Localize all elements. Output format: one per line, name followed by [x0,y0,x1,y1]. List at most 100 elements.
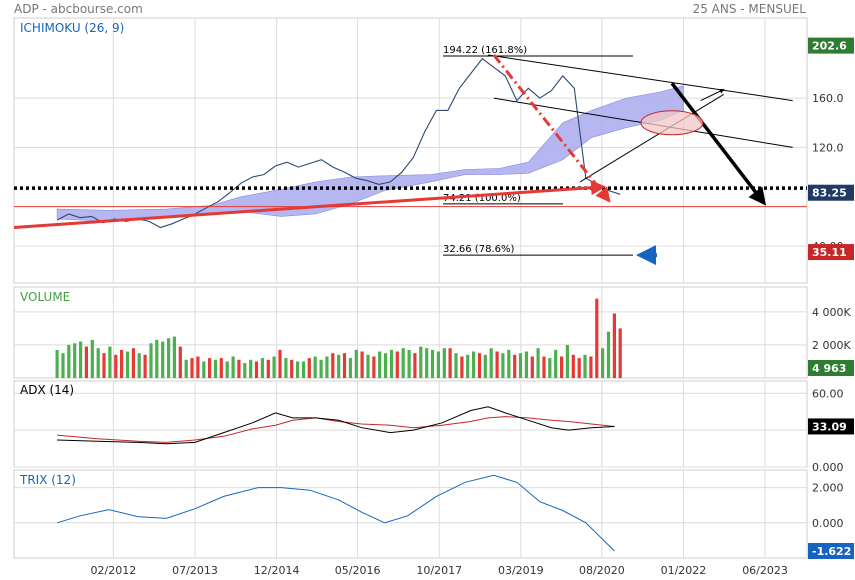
volume-bar [342,353,347,378]
volume-bar [219,358,223,378]
y-tick-label: 120.0 [812,141,844,154]
volume-bar [231,356,235,378]
rising-trend-line [579,93,724,183]
price-badge-bg [808,184,854,201]
volume-bar [601,348,605,378]
x-tick-label: 12/2014 [254,564,300,577]
trix-badge-bg [808,543,854,559]
price-panel-content [56,57,684,229]
volume-bar [384,353,388,378]
volume-bar [202,361,206,378]
price-panel [13,17,808,284]
volume-bar [96,348,100,378]
volume-bar [389,349,394,378]
fibo-level-label: 74.21 (100.0%) [443,193,521,204]
fibo-level-label: 194.22 (161.8%) [443,45,527,56]
volume-bar [325,356,329,378]
volume-bar [178,346,182,378]
volume-bar [454,353,458,378]
volume-bar [583,354,587,378]
price-badge: 83.25 [812,187,847,200]
source-title: ADP - abcbourse.com [14,2,143,16]
trix-title: TRIX (12) [19,473,76,487]
di-line [57,416,615,443]
y-tick-label: 60.00 [812,387,844,400]
volume-bar [143,354,147,378]
ichimoku-title: ICHIMOKU (26, 9) [20,21,124,35]
volume-bar [243,363,247,378]
volume-bar [149,343,153,378]
volume-badge-bg [808,360,854,376]
trix-badge: -1.622 [812,545,851,558]
y-tick-label: 160.0 [812,92,844,105]
volume-bar [260,358,264,378]
y-tick-label: 2 000K [812,339,851,352]
volume-bar [442,348,446,378]
volume-bar [366,354,370,378]
volume-bar [565,344,569,378]
volume-bar [354,349,358,378]
x-tick-label: 07/2013 [172,564,218,577]
volume-bar [137,353,141,378]
volume-bar [425,348,429,378]
volume-bar [208,358,212,378]
volume-bar [477,353,482,378]
volume-bar [501,353,505,378]
volume-bar [301,361,306,378]
volume-badge: 4 963 [812,362,846,375]
volume-bar [290,359,294,378]
volume-bar [307,358,311,378]
price-badge: 202.6 [812,40,847,53]
red-trend-line [13,180,606,230]
user-drawings: 194.22 (161.8%) 74.21 (100.0%) 32.66 (78.6… [13,45,807,266]
volume-bar [472,351,476,378]
volume-bar [337,354,341,378]
volume-bar [131,348,135,378]
volume-bar [225,361,229,378]
volume-bar [524,351,528,378]
volume-bar [518,353,523,378]
volume-bar [348,358,352,378]
fibo-level-label: 32.66 (78.6%) [443,244,514,255]
volume-bar [249,359,253,378]
adx-badge: 33.09 [812,420,847,433]
y-tick-label: 0.000 [812,517,844,530]
volume-bar [196,356,200,378]
volume-bar [595,298,599,378]
volume-bar [278,349,282,378]
volume-bar [331,353,335,378]
volume-bar [495,351,499,378]
volume-bar [172,336,176,378]
volume-bar [589,356,593,378]
volume-bar [395,351,399,378]
volume-bar [167,338,171,378]
volume-bar [213,359,218,378]
adx-line [57,406,615,445]
volume-bar [460,356,464,378]
volume-bar [372,356,376,378]
volume-bar [466,354,470,378]
price-badge-bg [808,37,854,54]
x-tick-label: 05/2016 [335,564,381,577]
y-tick-label: 4 000K [812,306,851,319]
volume-bar [125,351,130,378]
volume-bar [618,328,622,378]
volume-bar [413,353,417,378]
y-tick-label: 0.000 [812,461,844,474]
adx-title: ADX (14) [20,383,74,397]
ichimoku-cloud [56,85,684,222]
volume-bar [313,356,317,378]
x-tick-label: 01/2022 [661,564,707,577]
volume-bar [483,354,487,378]
volume-bar [430,349,435,378]
x-tick-label: 08/2020 [579,564,625,577]
period-label: 25 ANS - MENSUEL [693,2,807,16]
volume-bar [184,359,188,378]
volume-bar [448,348,452,378]
grid [14,18,807,558]
volume-bar [272,356,276,378]
volume-bar [102,353,106,378]
price-badge-bg [808,244,854,261]
volume-bar [266,359,270,378]
